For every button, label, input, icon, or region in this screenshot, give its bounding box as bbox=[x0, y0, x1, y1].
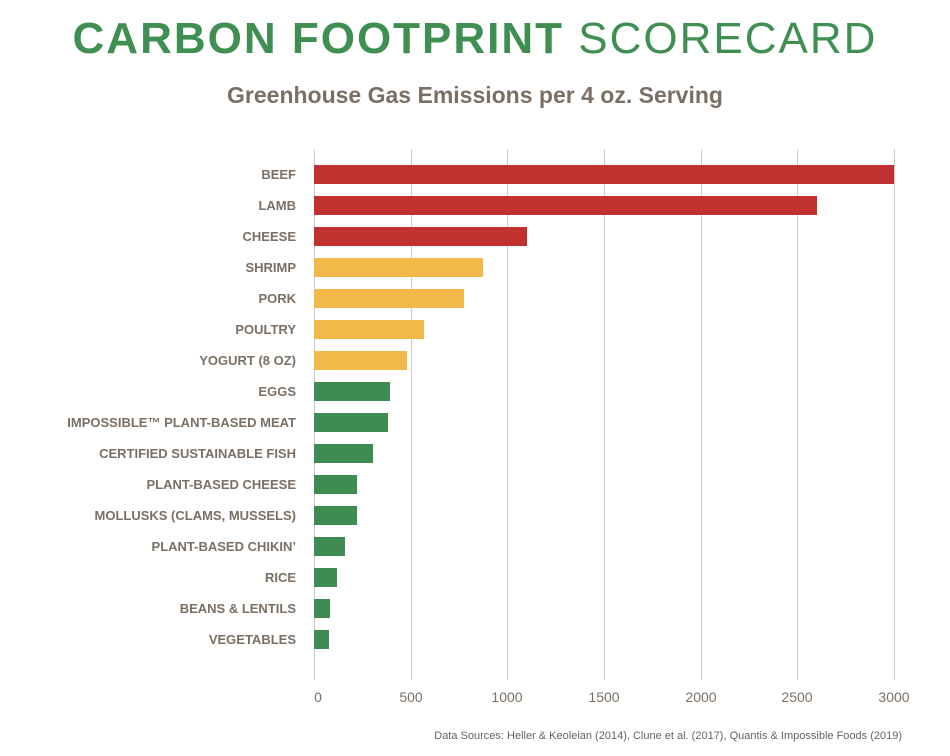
bar-low bbox=[314, 506, 357, 525]
chart-title-light: SCORECARD bbox=[578, 14, 878, 63]
category-label: CERTIFIED SUSTAINABLE FISH bbox=[99, 446, 296, 461]
bar-low bbox=[314, 413, 388, 432]
category-label: BEEF bbox=[261, 167, 296, 182]
x-tick-label: 3000 bbox=[878, 689, 910, 705]
bar-low bbox=[314, 568, 337, 587]
bar-medium bbox=[314, 351, 407, 370]
gridline bbox=[411, 149, 412, 680]
bar-low bbox=[314, 475, 357, 494]
bar-low bbox=[314, 382, 390, 401]
bar-low bbox=[314, 537, 345, 556]
bar-medium bbox=[314, 289, 464, 308]
category-label: RICE bbox=[264, 570, 296, 585]
gridline bbox=[507, 149, 508, 680]
x-tick-label: 500 bbox=[399, 689, 423, 705]
bar-low bbox=[314, 444, 373, 463]
category-label: IMPOSSIBLE™ PLANT-BASED MEAT bbox=[67, 415, 296, 430]
category-label: MOLLUSKS (CLAMS, MUSSELS) bbox=[94, 508, 297, 523]
category-label: PLANT-BASED CHEESE bbox=[146, 477, 296, 492]
chart-title-bold: CARBON FOOTPRINT bbox=[72, 14, 565, 63]
gridline bbox=[701, 149, 702, 680]
gridline bbox=[797, 149, 798, 680]
gridline bbox=[894, 149, 895, 680]
bar-medium bbox=[314, 320, 424, 339]
category-label: PORK bbox=[258, 291, 296, 306]
bar-high bbox=[314, 227, 527, 246]
bar-medium bbox=[314, 258, 483, 277]
category-label: LAMB bbox=[258, 198, 296, 213]
chart-subtitle: Greenhouse Gas Emissions per 4 oz. Servi… bbox=[227, 82, 723, 108]
category-label: PLANT-BASED CHIKIN’ bbox=[151, 539, 296, 554]
bar-high bbox=[314, 165, 894, 184]
x-tick-label: 1500 bbox=[588, 689, 620, 705]
category-label: BEANS & LENTILS bbox=[179, 601, 296, 616]
x-tick-label: 2000 bbox=[685, 689, 717, 705]
category-label: POULTRY bbox=[235, 322, 296, 337]
x-tick-label: 1000 bbox=[491, 689, 523, 705]
category-label: CHEESE bbox=[242, 229, 296, 244]
bar-low bbox=[314, 599, 330, 618]
gridline bbox=[604, 149, 605, 680]
category-label: SHRIMP bbox=[245, 260, 296, 275]
chart-title: CARBON FOOTPRINT SCORECARD bbox=[0, 14, 950, 64]
x-tick-label: 0 bbox=[314, 689, 322, 705]
category-label: YOGURT (8 OZ) bbox=[199, 353, 296, 368]
category-label: EGGS bbox=[258, 384, 296, 399]
bar-high bbox=[314, 196, 817, 215]
data-source-note: Data Sources: Heller & Keoleian (2014), … bbox=[434, 730, 902, 742]
x-tick-label: 2500 bbox=[781, 689, 813, 705]
bar-low bbox=[314, 630, 329, 649]
category-label: VEGETABLES bbox=[208, 632, 296, 647]
